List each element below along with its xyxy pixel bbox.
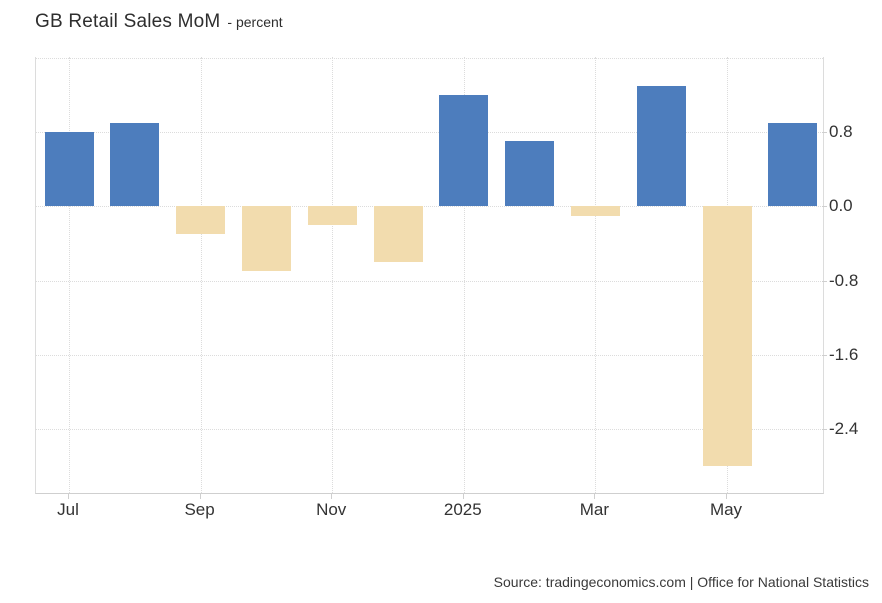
gridline-y-1.6 (36, 57, 823, 59)
x-axis-tick (594, 494, 596, 499)
x-axis-label-may: May (709, 500, 743, 519)
x-axis-tick (68, 494, 69, 499)
bar-aug-2024[interactable] (110, 122, 160, 207)
y-axis-tick (822, 280, 827, 282)
bar-jul-2024[interactable] (44, 132, 94, 207)
x-axis-tick (331, 494, 333, 499)
y-axis-label--0.8: -0.8 (829, 270, 859, 290)
y-axis-label-0.8: 0.8 (829, 122, 853, 142)
bar-dec-2024[interactable] (373, 206, 423, 262)
x-axis-label-nov: Nov (316, 500, 347, 519)
x-axis-tick (726, 494, 727, 499)
gridline-x (463, 57, 465, 493)
gridline-y--1.6 (36, 354, 823, 356)
gridline-y-0.8 (36, 132, 823, 134)
bar-sep-2024[interactable] (176, 206, 226, 235)
y-axis-tick (822, 132, 827, 134)
gridline-x (200, 57, 202, 493)
y-axis-tick (822, 354, 827, 356)
x-axis-label-mar: Mar (579, 500, 610, 519)
gridline-y--0.8 (36, 280, 823, 282)
bar-mar-2025[interactable] (570, 206, 620, 216)
bar-nov-2024[interactable] (307, 206, 357, 225)
y-axis-label--2.4: -2.4 (829, 418, 859, 438)
bar-apr-2025[interactable] (636, 85, 686, 207)
bar-jan-2025[interactable] (439, 95, 489, 207)
plot-area[interactable] (35, 57, 824, 494)
y-axis-label-0.0: 0.0 (829, 196, 853, 216)
x-axis-tick (462, 494, 464, 499)
bar-jun-2025[interactable] (768, 122, 818, 207)
gridline-y-0 (36, 206, 823, 208)
bar-oct-2024[interactable] (241, 206, 291, 272)
source-attribution: Source: tradingeconomics.com | Office fo… (493, 574, 869, 590)
x-axis-label-sep: Sep (184, 500, 215, 519)
x-axis-label-2025: 2025 (443, 500, 482, 519)
gridline-x (595, 57, 597, 493)
y-axis-tick (822, 206, 827, 208)
chart-subtitle: - percent (227, 14, 283, 30)
gridline-x (332, 57, 334, 493)
x-axis-label-jul: Jul (57, 500, 79, 519)
bar-may-2025[interactable] (702, 206, 752, 467)
gridline-y--2.4 (36, 428, 823, 430)
y-axis-label--1.6: -1.6 (829, 344, 859, 364)
y-axis-tick (822, 428, 827, 430)
x-axis-tick (199, 494, 201, 499)
chart-header: GB Retail Sales MoM - percent (35, 11, 283, 33)
gridline-x (69, 57, 70, 493)
bar-feb-2025[interactable] (505, 141, 555, 207)
chart-title: GB Retail Sales MoM (35, 11, 221, 32)
